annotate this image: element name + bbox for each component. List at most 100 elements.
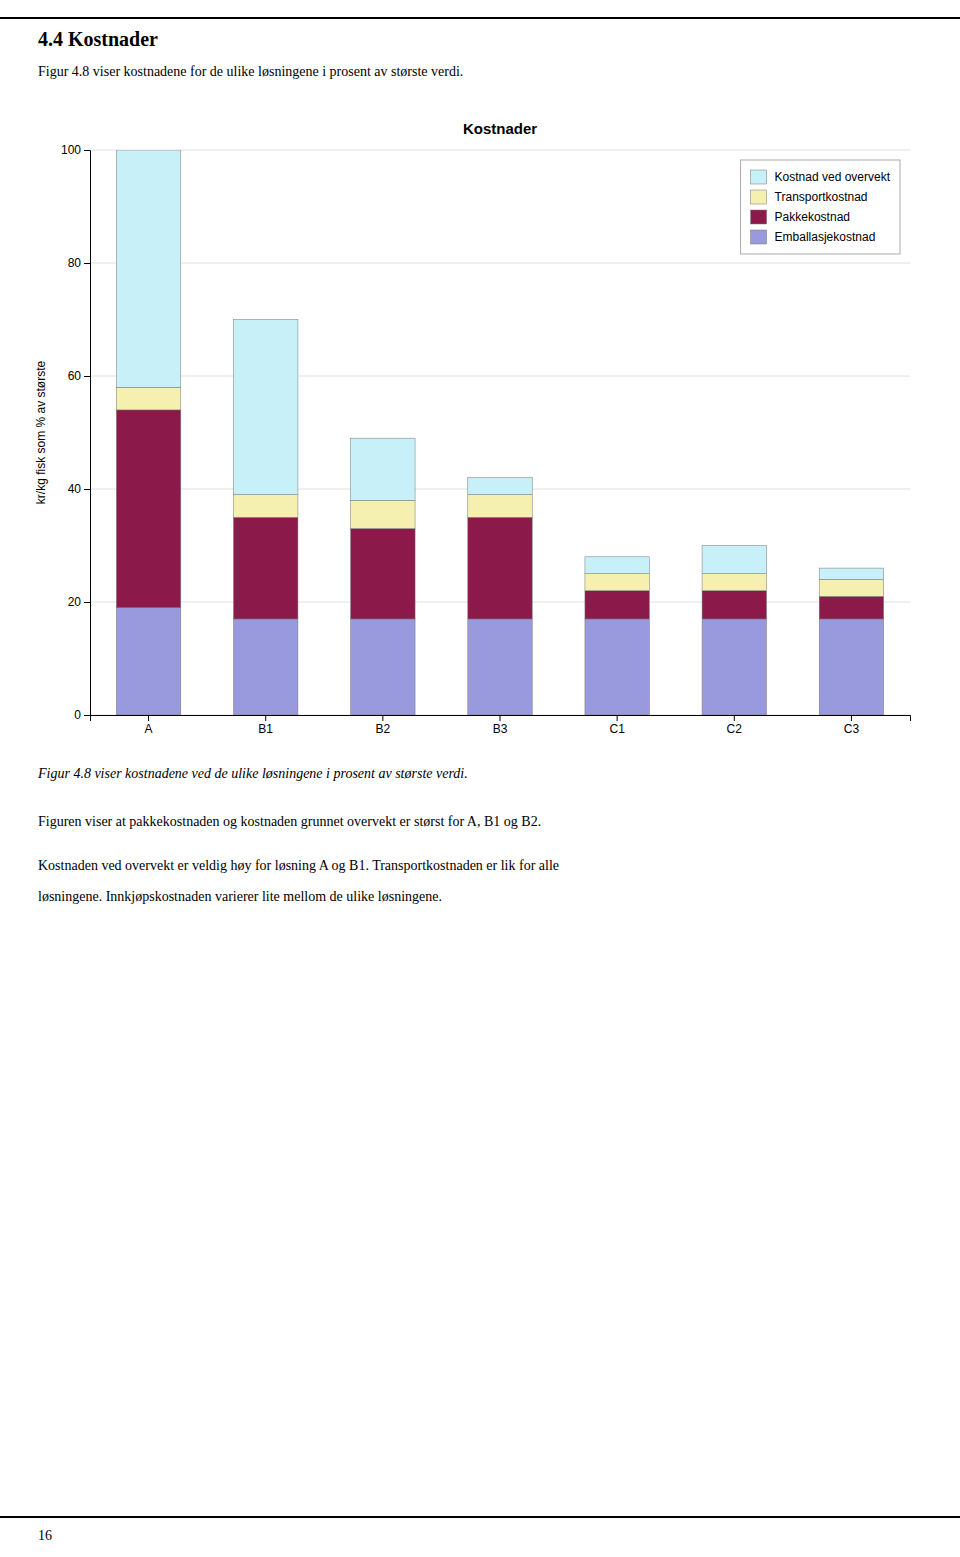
bar — [351, 619, 415, 715]
tick-mark — [148, 715, 149, 721]
tick-mark — [84, 263, 90, 264]
tick-label: B3 — [493, 722, 508, 736]
legend-swatch — [751, 170, 767, 184]
bar — [116, 410, 180, 608]
tick-mark — [851, 715, 852, 721]
tick-mark — [84, 489, 90, 490]
tick-label: C3 — [844, 722, 860, 736]
axis-line — [91, 716, 911, 722]
tick: B3 — [493, 715, 508, 736]
bar — [351, 438, 415, 500]
legend-label: Emballasjekostnad — [775, 230, 876, 244]
tick: B2 — [376, 715, 391, 736]
tick-mark — [84, 715, 90, 716]
chart-title: Kostnader — [463, 120, 537, 137]
bar — [468, 478, 532, 495]
tick: C2 — [727, 715, 743, 736]
legend-swatch — [751, 210, 767, 224]
series — [116, 608, 883, 715]
series — [116, 410, 883, 619]
tick-label: 20 — [68, 595, 82, 609]
bar — [234, 619, 298, 715]
x-axis: A B1 B2 B3 C1 C2 C3 — [91, 715, 911, 736]
tick: C3 — [844, 715, 860, 736]
tick-mark — [265, 715, 266, 721]
tick-mark — [84, 602, 90, 603]
tick-label: 60 — [68, 369, 82, 383]
header-title: 4.4 Kostnader — [38, 28, 158, 50]
top-rule — [0, 17, 960, 19]
bar — [116, 387, 180, 410]
bar — [702, 546, 766, 574]
tick-label: C1 — [609, 722, 625, 736]
y-axis-label: kr/kg fisk som % av største — [34, 360, 48, 504]
legend-label: Pakkekostnad — [775, 210, 850, 224]
legend-label: Transportkostnad — [775, 190, 868, 204]
bar — [351, 500, 415, 528]
tick: C1 — [609, 715, 625, 736]
bar — [468, 619, 532, 715]
figure-caption: Figur 4.8 viser kostnadene ved de ulike … — [37, 766, 468, 781]
tick: 40 — [68, 482, 90, 496]
tick-label: C2 — [727, 722, 743, 736]
bar — [585, 619, 649, 715]
tick-label: A — [145, 722, 153, 736]
bar — [468, 517, 532, 619]
axis-line — [84, 151, 91, 716]
tick-mark — [617, 715, 618, 721]
tick: 100 — [61, 143, 90, 157]
bar — [702, 619, 766, 715]
tick-mark — [84, 150, 90, 151]
grid-line — [90, 376, 910, 377]
bar — [234, 517, 298, 619]
tick-mark — [500, 715, 501, 721]
tick: 80 — [68, 256, 90, 270]
tick-label: 80 — [68, 256, 82, 270]
tick: 60 — [68, 369, 90, 383]
bar — [819, 568, 883, 579]
tick-label: 0 — [74, 708, 81, 722]
tick: A — [145, 715, 153, 736]
bar — [585, 574, 649, 591]
series — [116, 387, 883, 596]
legend-label: Kostnad ved overvekt — [775, 170, 891, 184]
legend: Kostnad ved overvekt Transportkostnad Pakk… — [741, 160, 900, 254]
grid — [90, 150, 910, 715]
bar — [819, 579, 883, 596]
tick: B1 — [258, 715, 273, 736]
tick: 0 — [74, 708, 90, 722]
grid-line — [90, 150, 910, 151]
tick-mark — [84, 376, 90, 377]
tick-label: 40 — [68, 482, 82, 496]
bar — [585, 591, 649, 619]
tick: 20 — [68, 595, 90, 609]
page: 4.4 Kostnader Figur 4.8 viser kostnadene … — [0, 0, 960, 1557]
legend-swatch — [751, 190, 767, 204]
bar — [468, 495, 532, 518]
bar — [702, 574, 766, 591]
legend-box — [741, 160, 900, 254]
bar — [116, 608, 180, 715]
bar — [234, 495, 298, 518]
bar — [819, 619, 883, 715]
bottom-rule — [0, 1516, 960, 1518]
header-subtitle: Figur 4.8 viser kostnadene for de ulike … — [38, 64, 463, 79]
body-text: løsningene. Innkjøpskostnaden varierer l… — [38, 889, 442, 904]
tick-label: 100 — [61, 143, 81, 157]
bar — [234, 320, 298, 495]
tick-label: B1 — [258, 722, 273, 736]
chart: Kostnader 0 20 40 60 80 100 A B1 B2 B3 C1 C2 C3 kr/kg … — [34, 120, 911, 736]
bar — [819, 596, 883, 619]
y-axis: 0 20 40 60 80 100 — [61, 143, 91, 722]
body-text: Figuren viser at pakkekostnaden og kostn… — [38, 814, 541, 829]
bar — [702, 591, 766, 619]
tick-mark — [382, 715, 383, 721]
page-number: 16 — [38, 1528, 52, 1543]
body-text: Kostnaden ved overvekt er veldig høy for… — [38, 858, 559, 873]
tick-label: B2 — [376, 722, 391, 736]
legend-swatch — [751, 230, 767, 244]
grid-line — [90, 263, 910, 264]
bar — [351, 529, 415, 619]
bar — [116, 150, 180, 387]
bar — [585, 557, 649, 574]
